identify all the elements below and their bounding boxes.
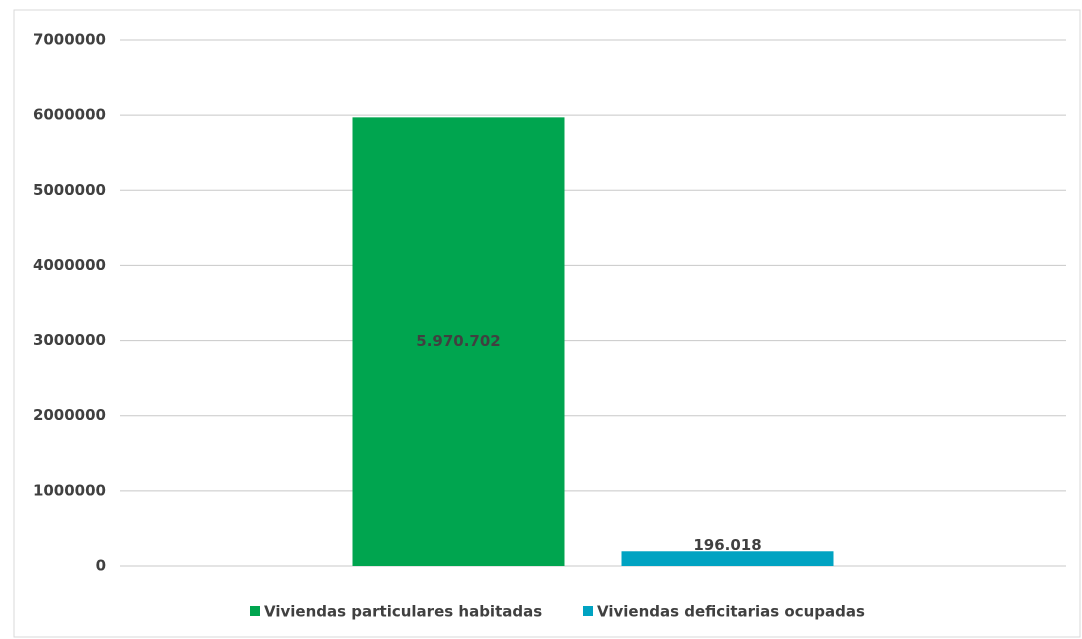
legend-swatch bbox=[583, 606, 593, 616]
y-tick-label: 7000000 bbox=[33, 31, 106, 49]
bar bbox=[621, 551, 834, 566]
y-tick-label: 2000000 bbox=[33, 406, 106, 424]
legend-label: Viviendas deficitarias ocupadas bbox=[597, 603, 865, 621]
data-label: 5.970.702 bbox=[416, 332, 500, 350]
legend-label: Viviendas particulares habitadas bbox=[264, 603, 542, 621]
legend-swatch bbox=[250, 606, 260, 616]
y-tick-label: 5000000 bbox=[33, 181, 106, 199]
y-tick-label: 4000000 bbox=[33, 256, 106, 274]
y-tick-label: 0 bbox=[96, 557, 106, 575]
y-tick-label: 6000000 bbox=[33, 106, 106, 124]
data-label: 196.018 bbox=[693, 536, 761, 554]
y-tick-label: 3000000 bbox=[33, 331, 106, 349]
y-tick-label: 1000000 bbox=[33, 481, 106, 499]
bar bbox=[352, 117, 565, 566]
